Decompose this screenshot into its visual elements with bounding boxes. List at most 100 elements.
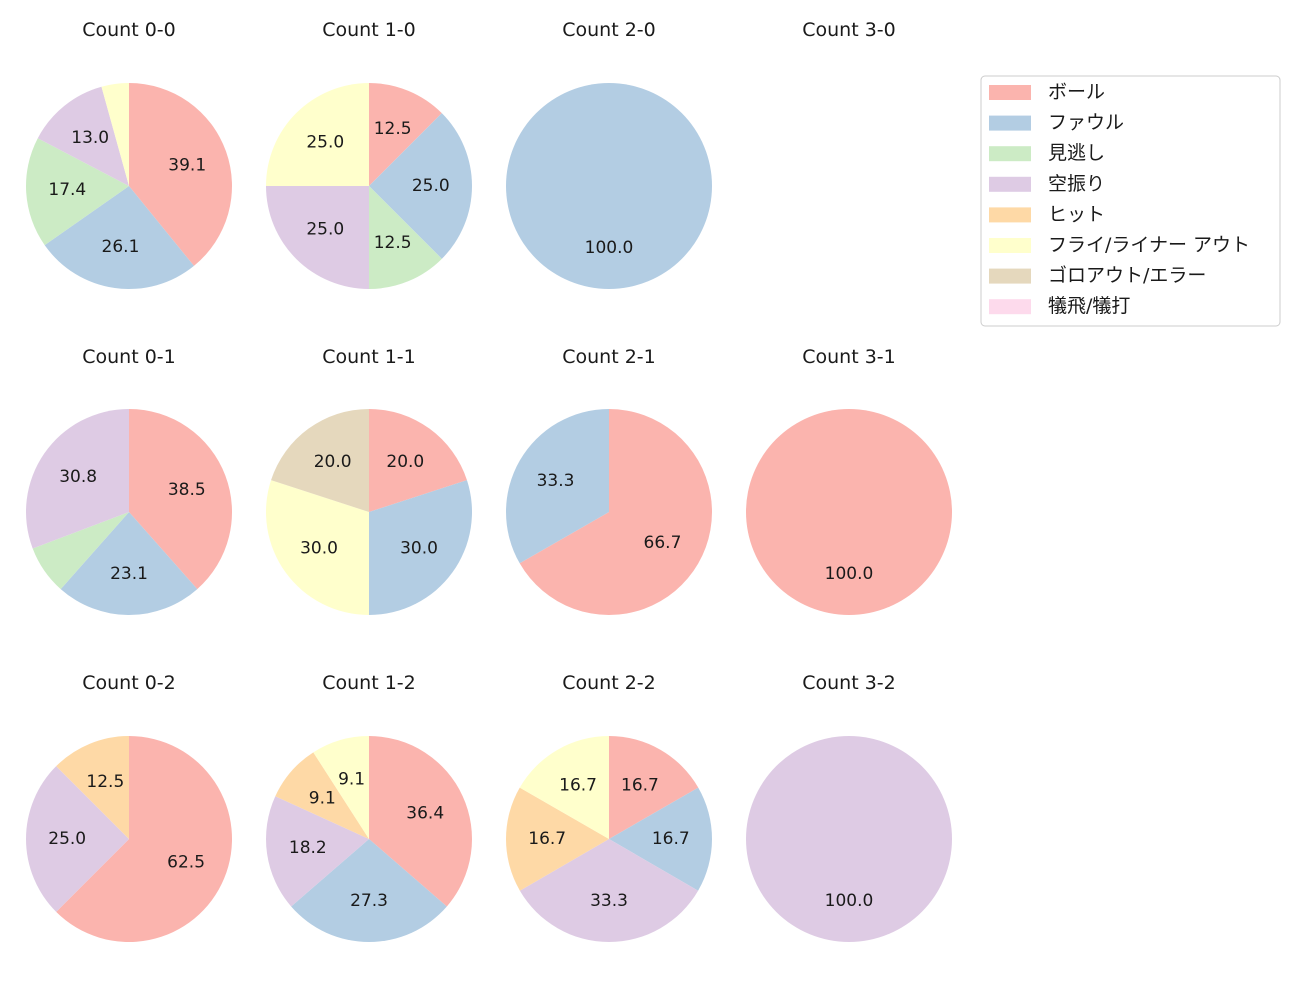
legend-swatch: [989, 176, 1031, 192]
slice-label: 16.7: [621, 776, 659, 796]
pie-slice: [519, 736, 609, 839]
pie-slice: [506, 409, 609, 564]
legend-label: 見逃し: [1048, 142, 1105, 164]
slice-label: 9.1: [309, 789, 336, 809]
pie-count-0-0: Count 0-0 39.1 26.1 17.4 13.0: [26, 19, 232, 289]
pie-slice: [369, 480, 473, 615]
pie-count-3-0: Count 3-0: [802, 19, 896, 41]
pie-slice: [313, 736, 369, 839]
slice-label: 39.1: [168, 155, 206, 175]
slice-label: 25.0: [412, 176, 450, 196]
slice-label: 62.5: [167, 853, 205, 873]
pie-title: Count 1-0: [322, 19, 416, 41]
legend-swatch: [989, 299, 1031, 315]
legend-swatch: [989, 85, 1031, 100]
slice-label: 33.3: [590, 891, 628, 911]
pie-slice: [129, 409, 233, 590]
legend-frame: [980, 75, 1281, 327]
pie-slice: [369, 83, 442, 186]
legend-label: フライ/ライナー アウト: [1048, 234, 1250, 256]
slice-label: 12.5: [86, 772, 124, 792]
slice-label: 27.3: [350, 891, 388, 911]
pie-title: Count 2-0: [562, 19, 656, 41]
slice-label: 38.5: [168, 480, 206, 500]
slice-label: 12.5: [374, 233, 412, 253]
pie-count-1-2: Count 1-2 36.4 27.3 18.2 9.19.1: [266, 672, 472, 942]
legend-swatch: [989, 238, 1031, 253]
pie-slice: [746, 736, 952, 942]
pie-slice: [56, 736, 233, 943]
pie-count-0-1: Count 0-1 38.5 23.1 30.8: [25, 346, 233, 616]
pie-title: Count 3-1: [802, 346, 896, 368]
pie-slice: [275, 752, 369, 839]
slice-label: 23.1: [110, 564, 148, 584]
slice-label: 33.3: [537, 471, 575, 491]
slice-label: 20.0: [314, 452, 352, 472]
pie-slice: [519, 839, 699, 942]
pie-title: Count 2-1: [562, 346, 656, 368]
pie-count-3-1: Count 3-1 100.0: [746, 346, 952, 615]
slice-label: 18.2: [289, 838, 327, 858]
pie-slice: [506, 83, 712, 289]
slice-label: 100.0: [585, 238, 634, 258]
pie-count-1-1: Count 1-1 20.0 30.0 30.0 20.0: [265, 346, 473, 615]
pie-title: Count 3-2: [802, 672, 896, 694]
pie-slice: [369, 113, 472, 259]
legend-label: 犠飛/犠打: [1048, 295, 1130, 317]
pie-slice: [129, 83, 232, 266]
slice-label: 12.5: [374, 119, 412, 139]
slice-label: 25.0: [48, 829, 86, 849]
slice-label: 100.0: [825, 564, 874, 584]
pie-title: Count 2-2: [562, 672, 656, 694]
slice-label: 25.0: [306, 132, 344, 152]
pie-title: Count 0-1: [82, 346, 176, 368]
pie-slice: [44, 186, 194, 289]
slice-label: 17.4: [48, 180, 86, 200]
pie-slice: [506, 787, 609, 891]
slice-label: 66.7: [644, 533, 682, 553]
legend-label: ヒット: [1048, 203, 1105, 225]
slice-label: 16.7: [528, 829, 566, 849]
pie-count-3-2: Count 3-2 100.0: [746, 672, 952, 942]
pie-count-2-2: Count 2-2 16.7 16.7 33.3 16.7 16.7: [506, 672, 712, 942]
pie-slice: [369, 736, 472, 907]
pie-slice: [746, 409, 952, 615]
slice-label: 9.1: [338, 770, 365, 790]
legend-swatch: [989, 115, 1031, 131]
legend-label: ファウル: [1048, 112, 1124, 134]
pie-count-2-0: Count 2-0 100.0: [506, 19, 712, 289]
legend-swatch: [989, 146, 1031, 162]
pie-slice: [369, 186, 442, 289]
pie-slice: [266, 796, 369, 907]
pie-slice: [266, 186, 369, 289]
pie-slice: [60, 512, 198, 616]
pie-slice: [32, 512, 129, 590]
legend-label: 空振り: [1048, 173, 1105, 195]
pie-slice: [266, 83, 369, 186]
slice-label: 20.0: [386, 452, 424, 472]
slice-label: 16.7: [652, 829, 690, 849]
pie-slice: [101, 83, 129, 186]
pie-slice: [37, 86, 129, 186]
pie-count-2-1: Count 2-1 66.7 33.3: [506, 346, 712, 615]
pie-slice: [265, 480, 369, 615]
pie-title: Count 1-1: [322, 346, 416, 368]
pie-slice: [26, 138, 129, 246]
pie-slice: [609, 736, 699, 839]
legend-swatch: [989, 207, 1031, 223]
slice-label: 30.0: [300, 538, 338, 558]
pie-title: Count 3-0: [802, 19, 896, 41]
pie-slice: [291, 839, 447, 942]
legend-label: ゴロアウト/エラー: [1048, 265, 1206, 287]
pie-slice: [26, 766, 129, 912]
pie-title: Count 0-0: [82, 19, 176, 41]
slice-label: 26.1: [102, 237, 140, 257]
pie-count-0-2: Count 0-2 62.5 25.0 12.5: [26, 672, 233, 943]
pie-slice: [56, 736, 129, 839]
slice-label: 25.0: [306, 220, 344, 240]
pie-slice: [25, 408, 129, 549]
legend-swatch: [989, 268, 1031, 284]
slice-label: 36.4: [406, 803, 444, 823]
